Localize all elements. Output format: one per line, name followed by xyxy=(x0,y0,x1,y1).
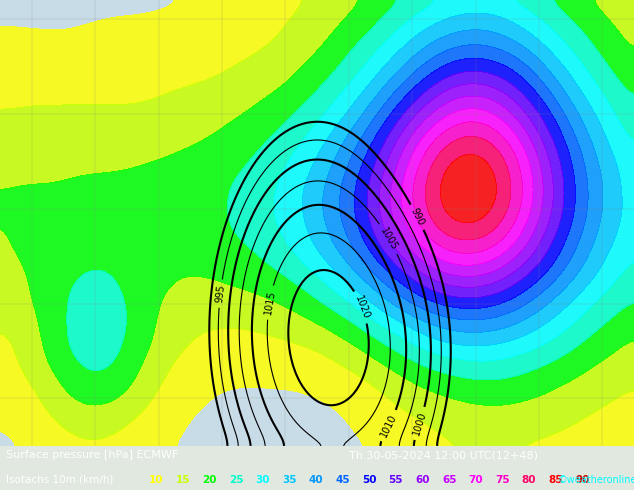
Text: 60: 60 xyxy=(415,475,430,485)
Text: 990: 990 xyxy=(409,207,426,227)
Text: 45: 45 xyxy=(335,475,350,485)
Text: Th 30-05-2024 12:00 UTC(12+48): Th 30-05-2024 12:00 UTC(12+48) xyxy=(349,450,538,460)
Text: 15: 15 xyxy=(176,475,190,485)
Text: 65: 65 xyxy=(442,475,456,485)
Text: 30: 30 xyxy=(256,475,270,485)
Text: 1000: 1000 xyxy=(411,410,428,437)
Text: 1015: 1015 xyxy=(262,290,276,316)
Text: 85: 85 xyxy=(548,475,563,485)
Text: 90: 90 xyxy=(575,475,590,485)
Text: 10: 10 xyxy=(149,475,164,485)
Text: 35: 35 xyxy=(282,475,297,485)
Text: 40: 40 xyxy=(309,475,323,485)
Text: 1005: 1005 xyxy=(378,225,399,252)
Text: 20: 20 xyxy=(202,475,217,485)
Text: 995: 995 xyxy=(214,284,226,303)
Text: 55: 55 xyxy=(389,475,403,485)
Text: 70: 70 xyxy=(469,475,483,485)
Text: 25: 25 xyxy=(229,475,243,485)
Text: 1010: 1010 xyxy=(379,413,399,439)
Text: 75: 75 xyxy=(495,475,510,485)
Text: ©weatheronline.co.uk: ©weatheronline.co.uk xyxy=(558,475,634,485)
Text: Surface pressure [hPa] ECMWF: Surface pressure [hPa] ECMWF xyxy=(6,450,179,460)
Text: Isotachs 10m (km/h): Isotachs 10m (km/h) xyxy=(6,475,113,485)
Text: 1020: 1020 xyxy=(353,294,371,320)
Text: 50: 50 xyxy=(362,475,377,485)
Text: 80: 80 xyxy=(522,475,536,485)
